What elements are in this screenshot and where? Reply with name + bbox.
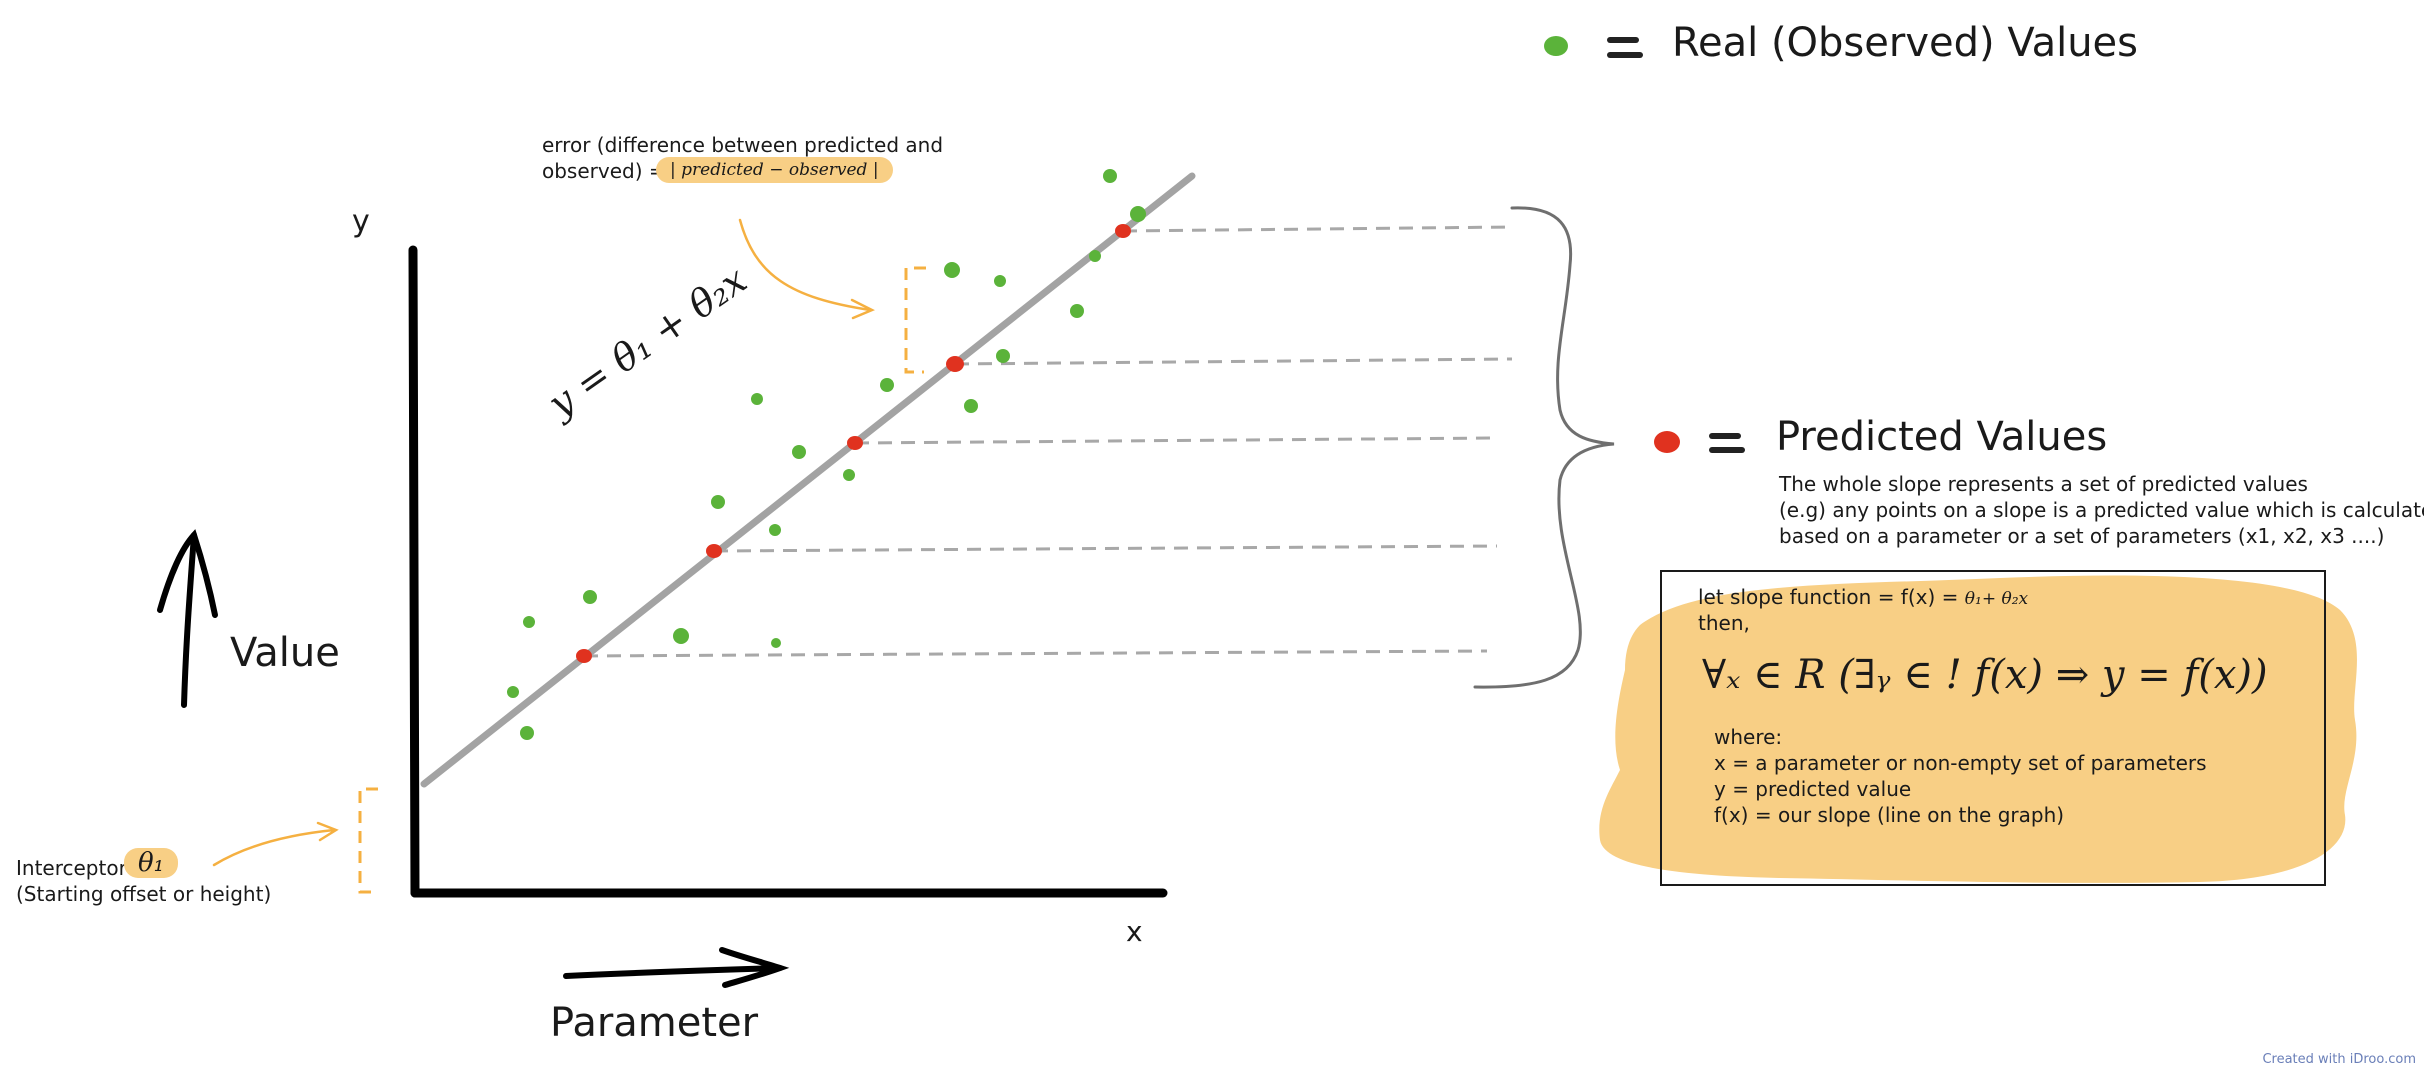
interceptor-bracket	[358, 787, 378, 894]
legend-equals-icon	[1607, 37, 1643, 58]
value-arrow-icon	[157, 529, 218, 708]
forall-statement: ∀ₓ ∈ R (∃ᵧ ∈ ! f(x) ⇒ y = f(x))	[1702, 652, 2268, 698]
interceptor-description: (Starting offset or height)	[16, 882, 272, 906]
parameter-label: Parameter	[550, 1000, 759, 1046]
x-axis-label: x	[1126, 915, 1143, 948]
box-highlight	[1599, 575, 2357, 883]
box-let-formula: θ₁+ θ₂x	[1964, 589, 2029, 609]
box-let-text: let slope function = f(x) =	[1698, 585, 1959, 609]
y-axis	[408, 245, 420, 898]
legend-equals-icon-2	[1709, 433, 1745, 453]
legend-green-dot	[1544, 36, 1568, 56]
predicted-desc-1: The whole slope represents a set of pred…	[1779, 472, 2308, 496]
error-bracket	[904, 266, 926, 374]
box-where-f: f(x) = our slope (line on the graph)	[1714, 803, 2065, 827]
box-where: where:	[1714, 725, 1783, 749]
error-text-line2: observed) =	[542, 159, 666, 183]
predicted-desc-3: based on a parameter or a set of paramet…	[1779, 524, 2385, 548]
interceptor-pointer-arrow	[212, 821, 339, 867]
box-where-x: x = a parameter or non-empty set of para…	[1714, 751, 2207, 775]
parameter-arrow-icon	[563, 947, 790, 988]
legend-red-dot	[1654, 431, 1680, 453]
regression-line	[420, 172, 1196, 788]
definition-box: let slope function = f(x) = θ₁+ θ₂x then…	[1660, 570, 2326, 886]
predicted-points	[576, 224, 1131, 663]
dashed-guides	[583, 225, 1513, 658]
y-axis-label: y	[352, 204, 370, 239]
error-pointer-arrow	[738, 218, 875, 320]
value-label: Value	[230, 630, 340, 676]
box-line-let: let slope function = f(x) = θ₁+ θ₂x	[1698, 584, 2028, 612]
interceptor-label: Interceptor	[16, 856, 127, 880]
box-line-then: then,	[1698, 611, 1750, 635]
credit-text: Created with iDroo.com	[2262, 1052, 2416, 1067]
predicted-brace	[1473, 206, 1615, 689]
interceptor-symbol: θ₁	[124, 848, 179, 878]
legend-real-label: Real (Observed) Values	[1672, 20, 2138, 66]
box-where-y: y = predicted value	[1714, 777, 1912, 801]
error-text-line1: error (difference between predicted and	[542, 133, 944, 157]
predicted-desc-2: (e.g) any points on a slope is a predict…	[1779, 498, 2424, 522]
legend-predicted-label: Predicted Values	[1776, 414, 2108, 460]
observed-points	[507, 169, 1146, 740]
error-formula: | predicted − observed |	[656, 157, 893, 183]
